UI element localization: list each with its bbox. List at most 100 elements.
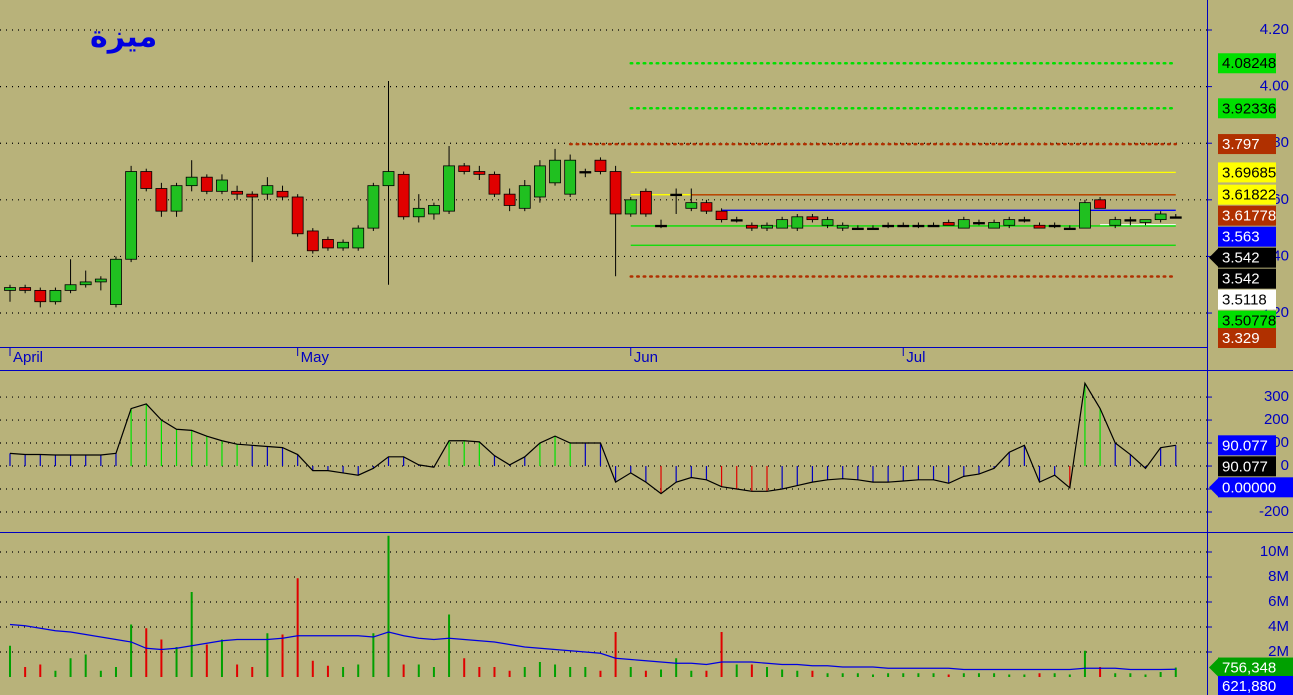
candle-body [155, 188, 168, 212]
y-tick-label: 200 [1264, 411, 1289, 428]
level-label: 3.92336 [1222, 100, 1276, 117]
candle-body [518, 185, 531, 209]
candle-body [821, 219, 834, 226]
candle-body [276, 190, 289, 198]
candle-body [806, 216, 819, 221]
candle-body [306, 230, 319, 252]
level-box [1218, 226, 1276, 247]
level-box [1218, 456, 1276, 477]
candle-body [1169, 216, 1182, 219]
candle-body [246, 193, 259, 198]
level-label: 3.329 [1222, 330, 1260, 347]
candle-body [700, 202, 713, 212]
level-label: 3.69685 [1222, 164, 1276, 181]
level-box [1218, 676, 1293, 695]
candle-body [776, 219, 789, 229]
candle-body [110, 258, 122, 305]
x-tick-label: April [13, 349, 43, 366]
candle-body [988, 222, 1000, 229]
candle-body [715, 210, 728, 221]
level-box [1218, 205, 1276, 226]
candle-body [745, 224, 758, 229]
candle-body [973, 222, 985, 225]
candle-body [443, 165, 455, 212]
candle-body [594, 159, 607, 172]
candle-body [291, 196, 304, 235]
y-tick-label: 10M [1260, 543, 1289, 560]
candle-body [957, 219, 970, 229]
candle-body [685, 202, 698, 209]
level-label: 3.542 [1222, 250, 1260, 267]
y-tick-label: 300 [1264, 388, 1289, 405]
chart-title: ميزة [90, 20, 157, 55]
level-label: 3.542 [1222, 271, 1260, 288]
level-label: 4.08248 [1222, 55, 1276, 72]
candle-body [624, 199, 637, 215]
level-box [1218, 53, 1276, 74]
candle-body [4, 287, 16, 291]
candle-body [412, 207, 425, 218]
candle-body [564, 159, 577, 195]
candle-body [34, 289, 47, 303]
candle-body [503, 193, 516, 206]
level-label: 3.5118 [1222, 292, 1267, 309]
candle-body [609, 171, 622, 215]
candle-body [261, 185, 274, 195]
candle-body [64, 284, 77, 291]
level-label: 3.50778 [1222, 313, 1276, 330]
candle-body [337, 241, 349, 249]
level-box [1218, 134, 1276, 155]
level-label: 90.077 [1222, 437, 1268, 454]
candle-body [534, 165, 546, 198]
candle-body [851, 227, 864, 231]
candle-body [730, 219, 743, 222]
candle-body [428, 205, 440, 215]
level-label: 3.61822 [1222, 187, 1276, 204]
level-label: 0.00000 [1222, 479, 1276, 496]
candle-body [322, 239, 334, 249]
level-label: 90.077 [1222, 458, 1268, 475]
level-label: 3.797 [1222, 136, 1260, 153]
candle-body [836, 224, 849, 229]
candle-body [912, 224, 925, 228]
oscillator-line [9, 381, 1176, 495]
level-box [1218, 247, 1276, 268]
candle-body [1154, 213, 1167, 221]
candle-body [1063, 227, 1076, 231]
candle-body [1048, 224, 1061, 228]
x-tick-label: Jul [906, 349, 925, 366]
candle-body [49, 289, 62, 303]
level-box [1218, 289, 1276, 310]
level-box [1218, 162, 1276, 183]
level-box [1218, 310, 1276, 331]
level-box [1218, 98, 1276, 119]
candle-body [791, 216, 804, 229]
candle-body [125, 171, 138, 260]
candle-body [655, 224, 667, 228]
candle-body [200, 176, 213, 192]
candle-body [579, 171, 592, 174]
level-label: 621,880 [1222, 678, 1276, 695]
candle-body [185, 176, 198, 187]
candle-body [458, 165, 471, 172]
y-tick-label: 4M [1268, 618, 1289, 635]
candle-body [670, 193, 683, 197]
candle-body [549, 159, 561, 184]
y-tick-label: 4.00 [1260, 78, 1289, 95]
candle-body [94, 278, 107, 283]
level-arrow [1209, 478, 1218, 497]
level-box [1218, 184, 1276, 205]
candle-body [1139, 219, 1152, 223]
y-tick-label: 4.20 [1260, 21, 1289, 38]
candle-body [352, 227, 365, 249]
candle-body [231, 190, 244, 195]
y-tick-label: 2M [1268, 643, 1289, 660]
candle-body [397, 173, 410, 218]
level-label: 3.563 [1222, 229, 1260, 246]
y-tick-label: 8M [1268, 568, 1289, 585]
candle-body [1094, 199, 1106, 209]
candle-body [1018, 219, 1031, 222]
